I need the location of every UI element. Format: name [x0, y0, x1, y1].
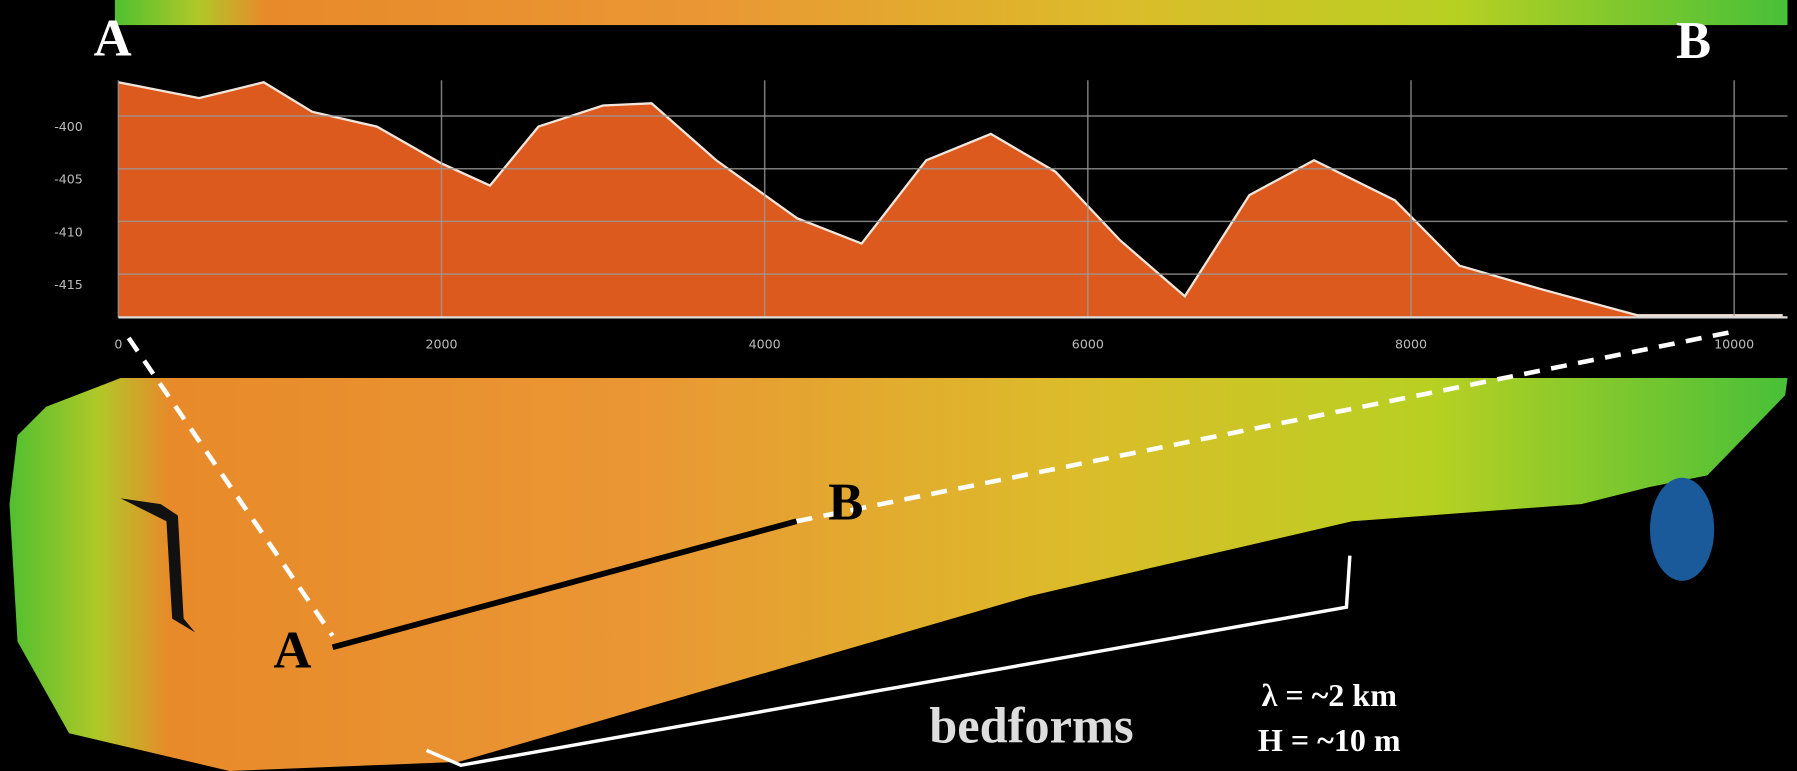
map-strip — [115, 0, 1788, 25]
y-tick-label: -410 — [54, 224, 83, 239]
y-tick-label: -405 — [54, 172, 83, 187]
deep-patch — [1650, 478, 1714, 581]
wavelength-label: λ = ~2 km — [1262, 677, 1398, 713]
x-tick-label: 4000 — [749, 336, 781, 351]
y-tick-label: -400 — [54, 119, 83, 134]
label-a-top: A — [94, 10, 132, 68]
height-label: H = ~10 m — [1258, 722, 1401, 758]
bedforms-label: bedforms — [929, 697, 1133, 753]
label-b-map: B — [828, 474, 863, 532]
x-tick-label: 6000 — [1072, 336, 1104, 351]
label-a-map: A — [273, 621, 311, 679]
x-tick-label: 8000 — [1395, 336, 1427, 351]
x-tick-label: 0 — [114, 336, 122, 351]
x-tick-label: 2000 — [425, 336, 457, 351]
x-tick-label: 10000 — [1714, 336, 1754, 351]
y-tick-label: -415 — [54, 277, 83, 292]
figure: -400 -405 -410 -415 0 2000 4000 6000 8000 10000 A… — [0, 0, 1797, 771]
page: {"chart_data": {"type": "area", "x": [0,… — [0, 0, 1797, 771]
label-b-top: B — [1676, 12, 1711, 70]
